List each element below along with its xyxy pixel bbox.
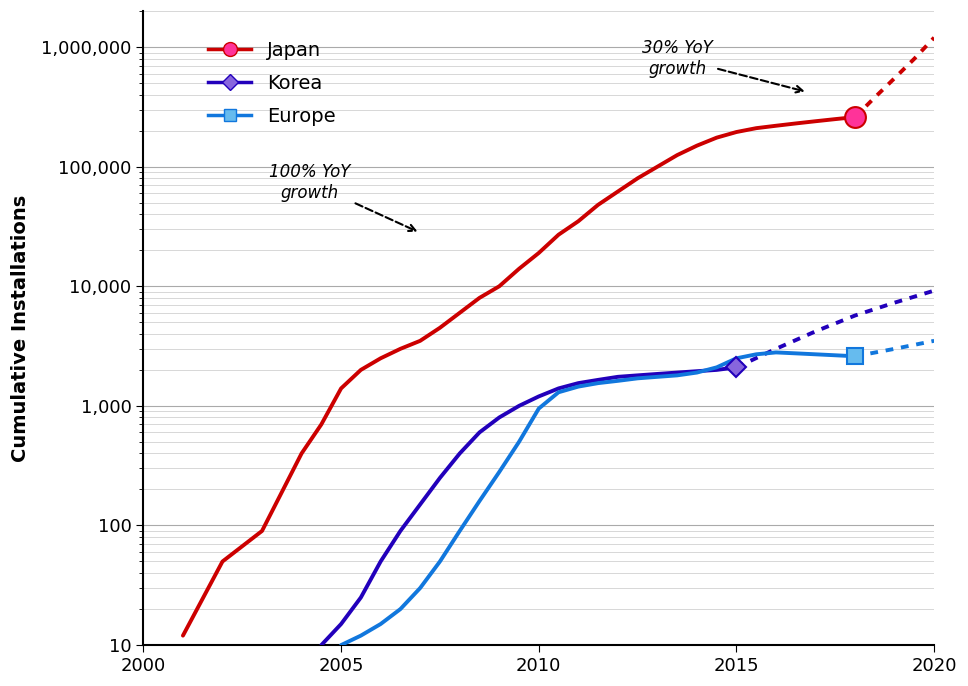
Y-axis label: Cumulative Installations: Cumulative Installations: [11, 194, 30, 462]
Text: 100% YoY
growth: 100% YoY growth: [269, 163, 415, 231]
Legend: Japan, Korea, Europe: Japan, Korea, Europe: [200, 34, 343, 133]
Text: 30% YoY
growth: 30% YoY growth: [642, 39, 802, 93]
